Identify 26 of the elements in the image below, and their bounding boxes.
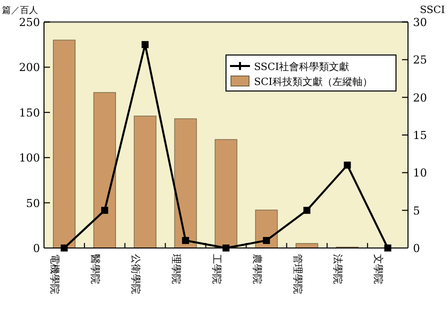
x-tick-label: 管理學院 xyxy=(291,254,304,294)
x-tick-label: 文學院 xyxy=(372,254,384,284)
y-tick-label: 150 xyxy=(19,106,40,120)
y-tick-label: 200 xyxy=(19,61,40,74)
y-tick-label: 50 xyxy=(26,196,40,210)
legend-label: SSCI社會科學類文獻 xyxy=(254,61,350,73)
y2-tick-label: 25 xyxy=(413,54,427,67)
x-tick-label: 法學院 xyxy=(332,254,344,284)
y2-tick-label: 15 xyxy=(413,129,427,142)
y2-tick-label: 20 xyxy=(413,91,427,104)
x-tick-label: 醫學院 xyxy=(89,254,102,284)
y2-tick-label: 0 xyxy=(413,242,420,255)
y2-axis-title: SSCI xyxy=(420,5,446,16)
legend-label: SCI科技類文獻（左縱軸） xyxy=(254,76,372,88)
y2-tick-label: 10 xyxy=(413,166,427,180)
x-tick-label: 工學院 xyxy=(210,254,222,284)
x-tick-label: 農學院 xyxy=(250,254,263,284)
y2-tick-label: 5 xyxy=(413,204,420,218)
x-tick-label: 理學院 xyxy=(170,254,182,284)
y-axis-title: 篇／百人 xyxy=(2,5,38,16)
y-tick-label: 0 xyxy=(33,242,40,255)
y-tick-label: 100 xyxy=(19,152,40,165)
x-tick-label: 公衛學院 xyxy=(130,254,142,294)
y2-tick-label: 30 xyxy=(413,16,427,29)
x-tick-label: 電機學院 xyxy=(48,254,61,294)
y-tick-label: 250 xyxy=(19,16,40,29)
